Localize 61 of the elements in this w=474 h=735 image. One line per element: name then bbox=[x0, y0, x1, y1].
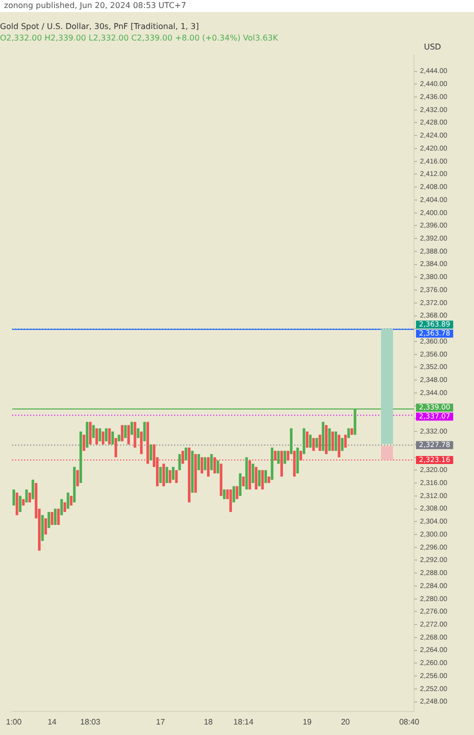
candlestick bbox=[334, 431, 338, 452]
candlestick bbox=[200, 456, 204, 474]
candlestick bbox=[120, 424, 124, 442]
candlestick bbox=[232, 486, 236, 503]
y-axis-title: USD bbox=[424, 42, 442, 52]
candlestick bbox=[254, 466, 258, 490]
candlestick bbox=[89, 421, 92, 445]
candlestick bbox=[28, 492, 32, 503]
candlestick bbox=[124, 424, 127, 438]
candlestick bbox=[60, 498, 63, 516]
candlestick bbox=[210, 454, 213, 471]
candlestick bbox=[16, 492, 18, 516]
candlestick bbox=[306, 431, 308, 448]
candlestick bbox=[140, 431, 143, 455]
x-tick-label: 1:00 bbox=[6, 717, 22, 726]
candlestick bbox=[178, 454, 181, 471]
x-tick-label: 18:14 bbox=[233, 717, 254, 726]
candlestick bbox=[172, 466, 175, 480]
candlestick bbox=[162, 463, 165, 487]
x-tick-label: 20 bbox=[340, 717, 350, 726]
candlestick bbox=[57, 508, 60, 526]
candlestick bbox=[114, 437, 118, 458]
candlestick bbox=[82, 434, 86, 452]
candlestick bbox=[252, 463, 254, 484]
candlestick bbox=[95, 428, 98, 445]
text: zonong published, Jun 20, 2024 08:53 UTC+7 bbox=[3, 0, 188, 12]
x-tick-label: 19 bbox=[302, 717, 312, 726]
x-tick-label: 17 bbox=[156, 717, 166, 726]
candlestick bbox=[331, 431, 334, 452]
candlestick bbox=[229, 488, 232, 512]
candlestick bbox=[76, 470, 79, 487]
candlestick bbox=[236, 486, 238, 500]
candlestick bbox=[340, 437, 344, 452]
candlestick bbox=[318, 434, 322, 452]
candlestick bbox=[50, 511, 54, 526]
candlestick bbox=[197, 454, 200, 471]
chart-subtitle: O2,332.00 H2,339.00 L2,332.00 C2,339.00 +8.00 (+0.34%) Vol3.63K bbox=[0, 33, 279, 42]
candlestick bbox=[54, 508, 57, 526]
candlestick bbox=[44, 518, 47, 535]
candlestick bbox=[338, 434, 340, 458]
candlestick bbox=[127, 424, 130, 445]
candlestick bbox=[261, 470, 264, 490]
candlestick bbox=[102, 431, 104, 445]
candlestick bbox=[264, 470, 268, 484]
x-tick-label: 18:03 bbox=[80, 717, 101, 726]
x-tick-label: 14 bbox=[48, 717, 58, 726]
candlestick bbox=[108, 428, 111, 445]
candlestick bbox=[175, 470, 178, 484]
chart-title: Gold Spot / U.S. Dollar, 30s, PnF [Traditional, 1, 3] bbox=[0, 22, 199, 31]
candlestick bbox=[238, 472, 242, 496]
candlestick bbox=[111, 431, 114, 445]
candlestick bbox=[312, 437, 315, 452]
x-tick-label: 08:40 bbox=[399, 717, 420, 726]
candlestick bbox=[130, 421, 134, 436]
candlestick bbox=[213, 456, 216, 474]
candlestick bbox=[258, 470, 261, 487]
candlestick bbox=[25, 488, 28, 503]
x-tick-label: 18 bbox=[204, 717, 214, 726]
candlestick bbox=[216, 460, 220, 474]
candlestick bbox=[18, 495, 22, 512]
candlestick bbox=[168, 470, 172, 484]
